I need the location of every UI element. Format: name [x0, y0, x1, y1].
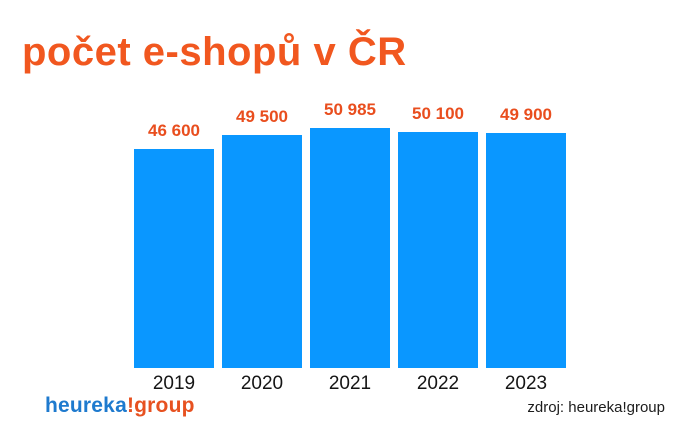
heureka-group-logo: heureka!group — [45, 394, 195, 418]
category-label-2020: 2020 — [240, 373, 284, 394]
bar-2019 — [134, 149, 214, 368]
bar-value-label: 50 100 — [412, 104, 464, 123]
source-note: zdroj: heureka!group — [527, 399, 665, 416]
bar-chart: 46 600 2019 49 500 2020 50 985 2021 50 100 2022… — [0, 100, 700, 395]
chart-title: počet e-shopů v ČR — [22, 30, 407, 74]
logo-text-heureka: heureka — [45, 394, 127, 417]
bar-value-label: 50 985 — [324, 100, 376, 119]
bar-column-2019: 46 600 2019 — [134, 121, 214, 395]
category-label-2019: 2019 — [152, 373, 196, 394]
category-label-2023: 2023 — [504, 373, 548, 394]
bar-2021 — [310, 128, 390, 368]
bar-column-2020: 49 500 2020 — [222, 107, 302, 395]
bar-value-label: 49 900 — [500, 105, 552, 124]
bar-value-label: 49 500 — [236, 107, 288, 126]
bar-value-label: 46 600 — [148, 121, 200, 140]
bar-2022 — [398, 132, 478, 368]
bar-column-2021: 50 985 2021 — [310, 100, 390, 395]
footer: heureka!group zdroj: heureka!group — [45, 394, 665, 418]
bar-2023 — [486, 133, 566, 368]
category-label-2022: 2022 — [416, 373, 460, 394]
bar-column-2023: 49 900 2023 — [486, 105, 566, 395]
category-label-2021: 2021 — [328, 373, 372, 394]
bar-2020 — [222, 135, 302, 368]
bar-column-2022: 50 100 2022 — [398, 104, 478, 395]
logo-text-group: !group — [126, 394, 195, 417]
